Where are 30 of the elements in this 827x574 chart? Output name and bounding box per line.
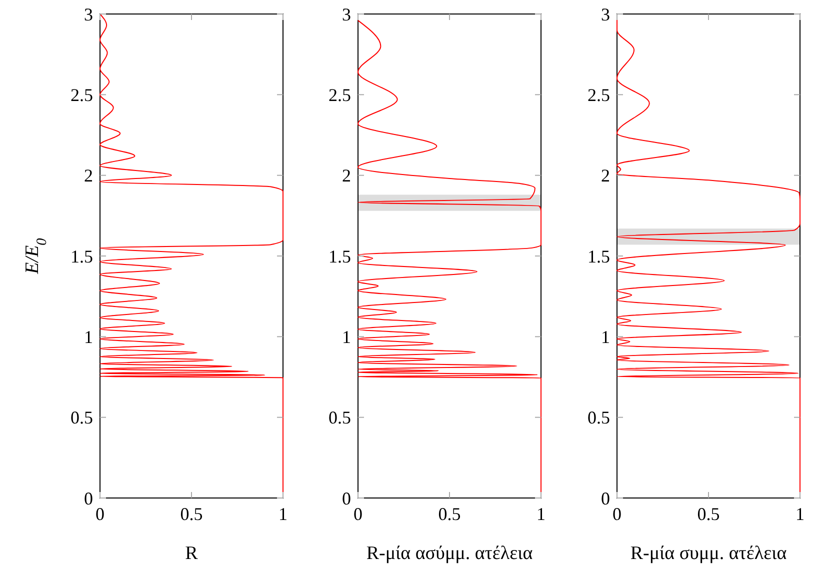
y-tick-label: 2	[601, 166, 610, 186]
y-tick-label: 0.5	[70, 408, 93, 428]
y-tick-label: 0	[601, 488, 610, 508]
x-axis-title: R-μία συμμ. ατέλεια	[630, 543, 787, 564]
y-tick-label: 2	[342, 166, 351, 186]
x-tick-label: 0.5	[697, 504, 720, 524]
x-tick-label: 0.5	[180, 504, 203, 524]
y-tick-label: 0	[342, 488, 351, 508]
y-tick-label: 1.5	[588, 246, 610, 266]
y-tick-label: 0	[84, 488, 93, 508]
y-tick-label: 2.5	[588, 84, 610, 105]
y-tick-label: 2.5	[70, 84, 93, 105]
y-tick-label: 3	[342, 4, 351, 24]
y-tick-label: 3	[601, 4, 610, 24]
y-tick-label: 0.5	[328, 408, 351, 428]
y-tick-label: 0.5	[588, 408, 610, 428]
x-tick-label: 1	[536, 504, 546, 524]
y-tick-label: 3	[84, 4, 93, 24]
y-tick-label: 1.5	[328, 246, 351, 266]
x-axis-title: R	[185, 543, 198, 564]
y-tick-label: 1	[342, 326, 351, 347]
y-tick-label: 1	[84, 326, 93, 347]
x-tick-label: 1	[278, 504, 288, 524]
y-tick-label: 1.5	[70, 246, 93, 266]
x-axis-title: R-μία ασύμμ. ατέλεια	[366, 543, 533, 564]
y-tick-label: 1	[601, 326, 610, 347]
y-tick-label: 2	[84, 166, 93, 186]
y-tick-label: 2.5	[328, 84, 351, 105]
x-tick-label: 1	[796, 504, 804, 524]
x-tick-label: 0.5	[438, 504, 461, 524]
